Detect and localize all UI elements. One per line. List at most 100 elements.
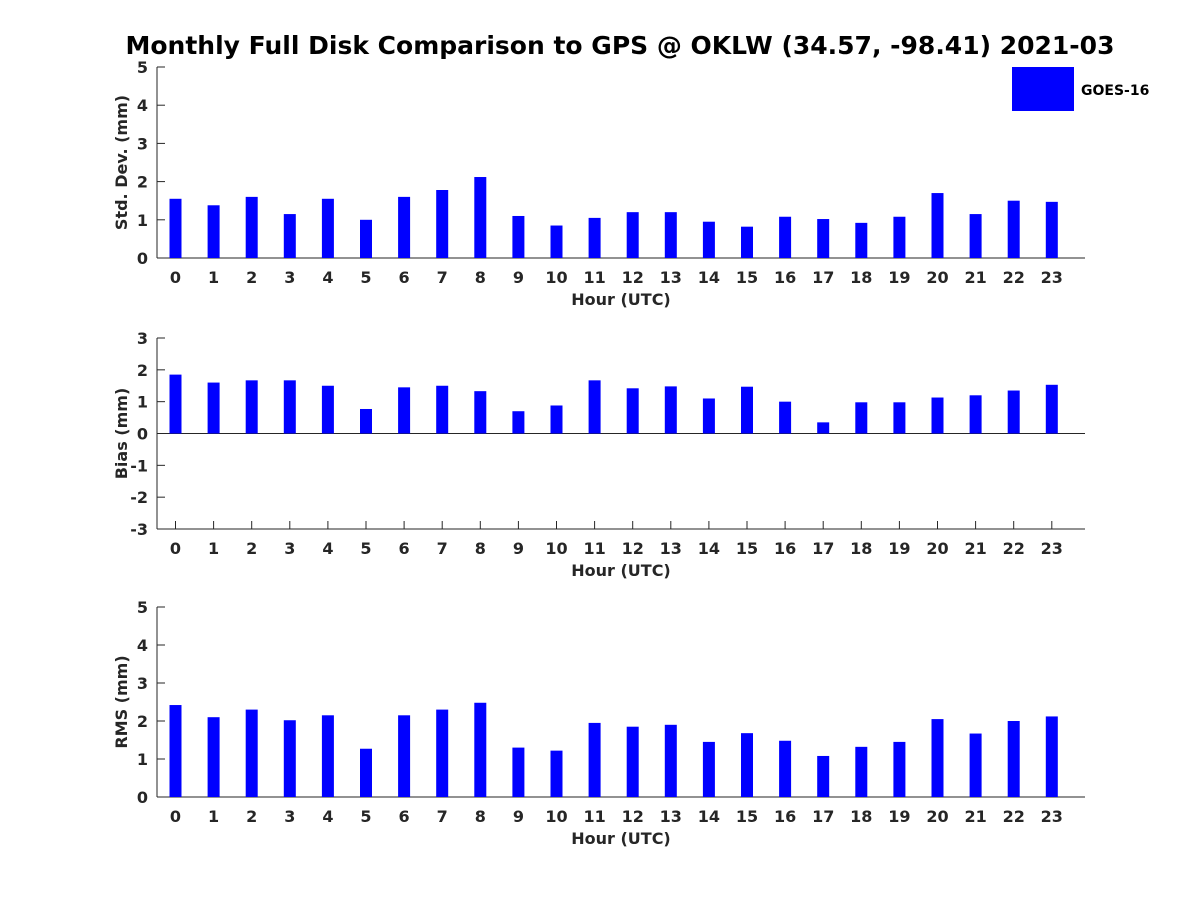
y-tick-label: 4 <box>137 96 148 115</box>
x-tick-label: 10 <box>545 268 567 287</box>
bar <box>969 214 982 258</box>
x-tick-label: 13 <box>660 807 682 826</box>
x-tick-label: 2 <box>246 268 257 287</box>
bar <box>1007 200 1020 258</box>
y-tick-label: 3 <box>137 329 148 348</box>
bar <box>664 386 677 434</box>
x-tick-label: 0 <box>170 807 181 826</box>
x-tick-label: 12 <box>622 268 644 287</box>
x-tick-label: 13 <box>660 268 682 287</box>
x-tick-label: 20 <box>926 807 948 826</box>
x-tick-label: 8 <box>475 807 486 826</box>
x-tick-label: 18 <box>850 539 872 558</box>
x-tick-label: 10 <box>545 807 567 826</box>
bar <box>855 402 868 434</box>
bar <box>207 717 220 797</box>
y-tick-label: 3 <box>137 134 148 153</box>
x-axis-label: Hour (UTC) <box>571 829 671 848</box>
bar <box>893 216 906 258</box>
bar <box>321 198 334 258</box>
y-tick-label: 2 <box>137 712 148 731</box>
bar <box>436 385 449 434</box>
legend-swatch <box>1012 67 1074 111</box>
y-tick-label: 2 <box>137 361 148 380</box>
y-tick-label: 1 <box>137 211 148 230</box>
bar <box>817 422 830 434</box>
bar <box>512 215 525 258</box>
x-tick-label: 5 <box>360 539 371 558</box>
bar <box>1007 390 1020 434</box>
legend: GOES-16 <box>1012 67 1149 111</box>
y-tick-label: 1 <box>137 750 148 769</box>
x-tick-label: 3 <box>284 807 295 826</box>
bar <box>855 222 868 258</box>
x-tick-label: 22 <box>1003 807 1025 826</box>
x-tick-label: 6 <box>399 539 410 558</box>
bar <box>207 205 220 258</box>
x-tick-label: 2 <box>246 539 257 558</box>
bar <box>474 702 487 797</box>
x-tick-label: 21 <box>964 268 986 287</box>
bar <box>931 193 944 258</box>
x-tick-label: 17 <box>812 539 834 558</box>
bar <box>245 380 258 434</box>
legend-label: GOES-16 <box>1081 83 1149 99</box>
x-tick-label: 18 <box>850 807 872 826</box>
x-tick-label: 3 <box>284 539 295 558</box>
y-tick-label: 5 <box>137 598 148 617</box>
x-tick-label: 5 <box>360 268 371 287</box>
x-tick-label: 15 <box>736 539 758 558</box>
x-tick-label: 23 <box>1041 268 1063 287</box>
x-tick-label: 4 <box>322 807 333 826</box>
bar <box>169 374 182 434</box>
x-tick-label: 19 <box>888 807 910 826</box>
x-tick-label: 0 <box>170 268 181 287</box>
bar <box>245 709 258 797</box>
bar <box>512 747 525 797</box>
x-axis-label: Hour (UTC) <box>571 290 671 309</box>
x-tick-label: 22 <box>1003 268 1025 287</box>
bar <box>855 746 868 797</box>
bar <box>817 219 830 258</box>
bar <box>741 386 753 434</box>
x-tick-label: 14 <box>698 539 720 558</box>
bar <box>207 382 220 434</box>
bar <box>931 719 944 797</box>
bar <box>1045 716 1058 797</box>
x-tick-label: 14 <box>698 268 720 287</box>
bar <box>398 715 411 797</box>
bar <box>664 212 677 258</box>
y-axis-label: Bias (mm) <box>112 388 131 480</box>
bar <box>436 709 449 797</box>
bar <box>550 225 563 258</box>
bar <box>474 177 487 258</box>
x-tick-label: 7 <box>437 807 448 826</box>
bar <box>245 196 258 258</box>
x-tick-label: 22 <box>1003 539 1025 558</box>
bar <box>398 387 411 434</box>
x-tick-label: 1 <box>208 268 219 287</box>
x-tick-label: 8 <box>475 539 486 558</box>
bar <box>588 722 601 797</box>
x-tick-label: 10 <box>545 539 567 558</box>
x-tick-label: 1 <box>208 539 219 558</box>
x-tick-label: 17 <box>812 268 834 287</box>
x-tick-label: 14 <box>698 807 720 826</box>
bar <box>550 750 563 797</box>
x-tick-label: 6 <box>399 807 410 826</box>
x-tick-label: 7 <box>437 539 448 558</box>
bar <box>702 221 715 258</box>
x-tick-label: 8 <box>475 268 486 287</box>
bar <box>512 411 525 434</box>
x-tick-label: 19 <box>888 268 910 287</box>
bar <box>931 397 944 434</box>
bar <box>969 395 982 434</box>
x-tick-label: 4 <box>322 539 333 558</box>
bar <box>360 408 372 434</box>
x-tick-label: 17 <box>812 807 834 826</box>
bar <box>702 741 715 797</box>
x-tick-label: 11 <box>583 268 605 287</box>
bar <box>779 740 792 797</box>
bar <box>893 402 906 434</box>
